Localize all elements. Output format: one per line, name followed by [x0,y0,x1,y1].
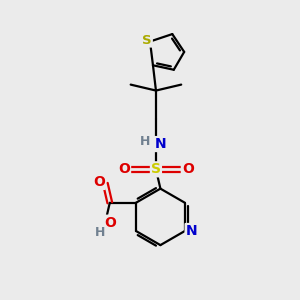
Text: O: O [118,162,130,176]
Text: H: H [140,135,150,148]
Text: H: H [95,226,105,239]
Text: N: N [154,137,166,151]
Text: O: O [182,162,194,176]
Text: N: N [186,224,197,238]
Text: O: O [104,216,116,230]
Text: S: S [151,162,161,176]
Text: O: O [93,175,105,189]
Text: S: S [142,34,152,46]
